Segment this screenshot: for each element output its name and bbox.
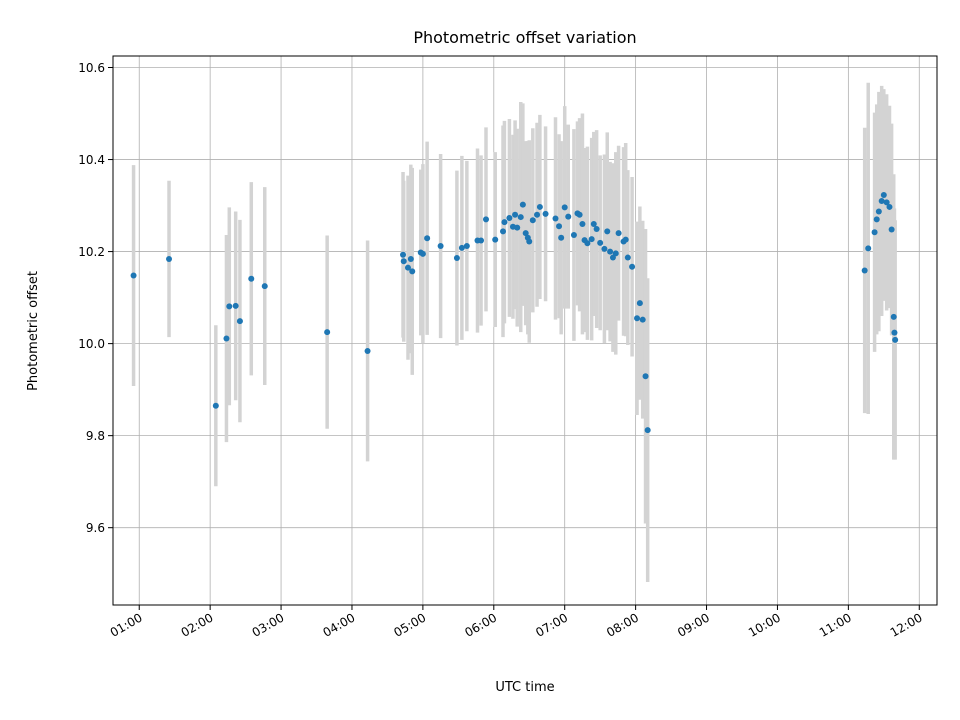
data-point	[492, 236, 499, 243]
data-point	[886, 203, 893, 210]
data-point	[512, 211, 519, 218]
data-point	[400, 251, 407, 258]
data-point	[624, 254, 631, 261]
data-point	[556, 223, 563, 230]
data-point	[166, 255, 173, 262]
data-point	[890, 313, 897, 320]
data-point	[590, 220, 597, 227]
data-point	[601, 245, 608, 252]
data-point	[629, 263, 636, 270]
data-point	[453, 255, 460, 262]
data-point	[522, 230, 529, 237]
x-axis-label: UTC time	[495, 680, 554, 695]
data-point	[226, 303, 233, 310]
data-point	[232, 302, 239, 309]
y-tick-label: 10.6	[78, 61, 105, 75]
data-point	[526, 238, 533, 245]
data-point	[536, 203, 543, 210]
data-point	[552, 215, 559, 222]
data-point	[463, 243, 470, 250]
data-point	[506, 214, 513, 221]
data-point	[880, 191, 887, 198]
data-point	[892, 336, 899, 343]
y-tick-label: 9.8	[86, 429, 105, 443]
data-point	[642, 373, 649, 380]
data-point	[875, 208, 882, 215]
data-point	[419, 250, 426, 257]
data-point	[871, 229, 878, 236]
data-point	[615, 230, 622, 237]
data-point	[223, 335, 230, 342]
data-point	[891, 329, 898, 336]
data-point	[865, 245, 872, 252]
data-point	[612, 250, 619, 257]
data-point	[501, 219, 508, 226]
data-point	[437, 243, 444, 250]
data-point	[644, 427, 651, 434]
data-point	[248, 275, 255, 282]
data-point	[873, 216, 880, 223]
data-point	[458, 244, 465, 251]
data-point	[878, 197, 885, 204]
plot-frame	[112, 55, 938, 606]
y-tick-label: 10.4	[78, 153, 105, 167]
data-point	[478, 237, 485, 244]
data-point	[542, 210, 549, 217]
data-point	[634, 315, 641, 322]
data-point	[409, 268, 416, 275]
data-point	[558, 234, 565, 241]
data-point	[130, 272, 137, 279]
data-point	[529, 217, 536, 224]
data-point	[622, 236, 629, 243]
data-point	[593, 226, 600, 233]
data-point	[604, 228, 611, 235]
data-point	[404, 264, 411, 271]
data-point	[500, 228, 507, 235]
data-point	[519, 201, 526, 208]
data-point	[212, 402, 219, 409]
y-tick-label: 10.0	[78, 337, 105, 351]
data-point	[576, 211, 583, 218]
data-point	[534, 211, 541, 218]
data-point	[597, 239, 604, 246]
data-point	[861, 267, 868, 274]
data-point	[400, 258, 407, 265]
data-point	[607, 248, 614, 255]
data-point	[236, 318, 243, 325]
data-point	[588, 236, 595, 243]
data-point	[482, 216, 489, 223]
data-point	[636, 300, 643, 307]
data-point	[324, 329, 331, 336]
chart-title: Photometric offset variation	[413, 28, 636, 47]
data-point	[565, 213, 572, 220]
data-point	[261, 283, 268, 290]
data-point	[888, 226, 895, 233]
data-point	[517, 214, 524, 221]
data-point	[424, 235, 431, 242]
data-point	[579, 220, 586, 227]
data-point	[514, 224, 521, 231]
data-point	[561, 204, 568, 211]
y-tick-label: 10.2	[78, 245, 105, 259]
data-point	[407, 255, 414, 262]
data-point	[570, 232, 577, 239]
data-point	[883, 199, 890, 206]
data-point	[639, 316, 646, 323]
data-point	[584, 240, 591, 247]
data-points	[130, 191, 899, 434]
data-point	[364, 347, 371, 354]
y-axis-label: Photometric offset	[26, 271, 41, 391]
y-tick-label: 9.6	[86, 521, 105, 535]
